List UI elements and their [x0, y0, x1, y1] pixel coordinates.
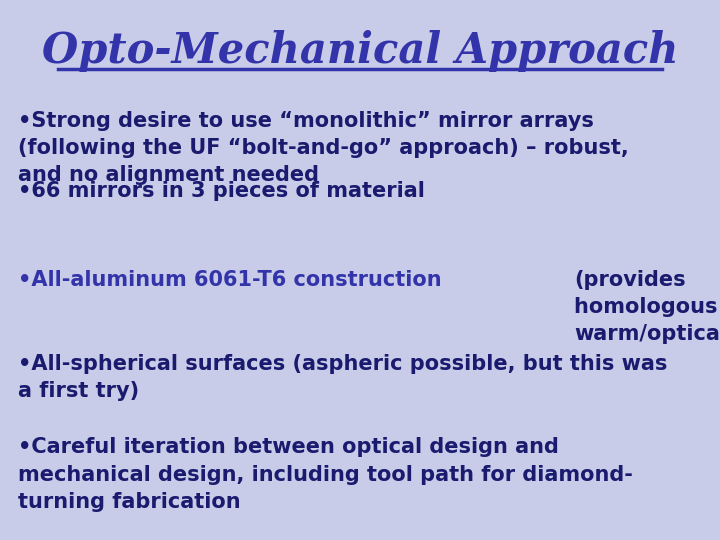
Text: (provides
homologous contraction, thus can test alignment/focus
warm/optical): (provides homologous contraction, thus c… [574, 270, 720, 345]
Text: •All-aluminum 6061-T6 construction: •All-aluminum 6061-T6 construction [18, 270, 449, 290]
Text: •Strong desire to use “monolithic” mirror arrays
(following the UF “bolt-and-go”: •Strong desire to use “monolithic” mirro… [18, 111, 629, 185]
Text: •Careful iteration between optical design and
mechanical design, including tool : •Careful iteration between optical desig… [18, 437, 633, 512]
Text: •66 mirrors in 3 pieces of material: •66 mirrors in 3 pieces of material [18, 181, 425, 201]
Text: •All-spherical surfaces (aspheric possible, but this was
a first try): •All-spherical surfaces (aspheric possib… [18, 354, 667, 401]
Text: Opto-Mechanical Approach: Opto-Mechanical Approach [42, 30, 678, 72]
